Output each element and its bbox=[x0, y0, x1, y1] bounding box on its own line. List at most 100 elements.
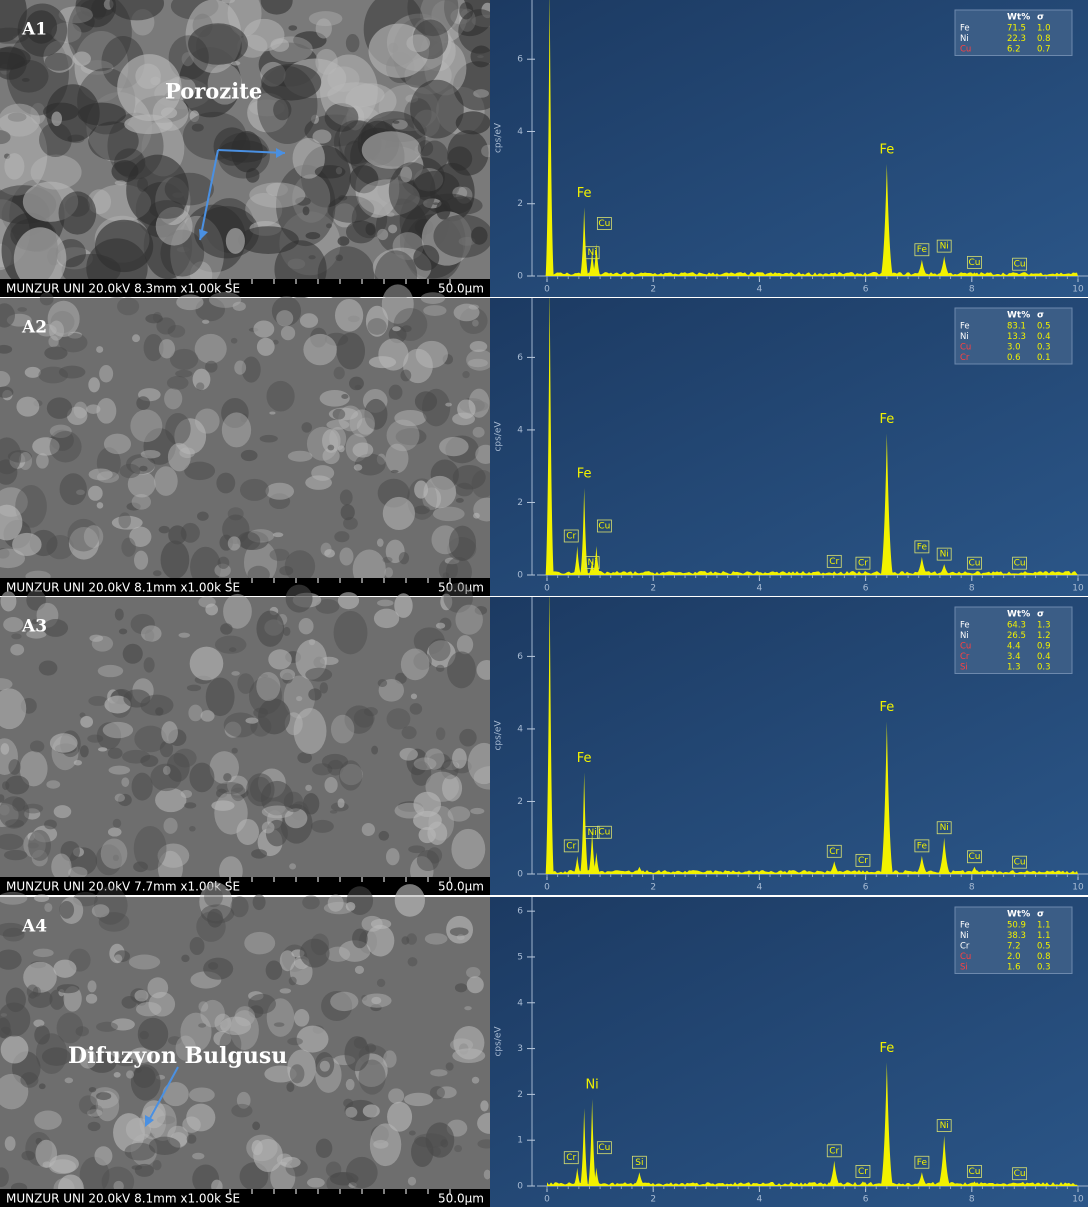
sem-texture bbox=[418, 140, 433, 156]
sem-texture bbox=[176, 294, 203, 310]
sem-texture bbox=[231, 338, 238, 344]
y-axis-label: cps/eV bbox=[494, 720, 504, 751]
sem-texture bbox=[244, 932, 275, 955]
sem-texture bbox=[469, 389, 490, 418]
sem-texture bbox=[89, 1087, 96, 1092]
y-tick-label: 2 bbox=[517, 199, 523, 209]
x-tick-label: 10 bbox=[1072, 1195, 1084, 1205]
sem-texture bbox=[50, 431, 82, 463]
y-axis-label: cps/eV bbox=[494, 1026, 504, 1057]
x-tick-label: 4 bbox=[757, 883, 763, 893]
sem-texture bbox=[393, 121, 400, 124]
peak-label: Cu bbox=[1014, 1169, 1026, 1179]
sem-texture bbox=[341, 394, 348, 399]
sem-texture bbox=[466, 967, 480, 978]
sem-texture bbox=[224, 712, 258, 737]
table-wt: 38.3 bbox=[1007, 931, 1026, 941]
sem-texture bbox=[315, 165, 346, 178]
sem-texture bbox=[280, 988, 292, 993]
sem-texture bbox=[382, 557, 392, 563]
sem-texture bbox=[17, 307, 27, 312]
sem-texture bbox=[10, 644, 24, 656]
sem-texture bbox=[163, 766, 171, 775]
peak-label: Cr bbox=[858, 856, 868, 866]
sem-texture bbox=[399, 552, 409, 564]
y-tick-label: 0 bbox=[517, 272, 523, 282]
sem-texture bbox=[51, 111, 62, 126]
sem-texture bbox=[186, 1104, 215, 1132]
peak-label: Cr bbox=[829, 847, 839, 857]
table-header: Wt% bbox=[1007, 610, 1030, 620]
table-element: Cu bbox=[960, 45, 971, 55]
sem-texture bbox=[469, 304, 479, 309]
table-wt: 2.0 bbox=[1007, 952, 1021, 962]
sem-texture bbox=[287, 1038, 303, 1046]
sem-texture bbox=[336, 254, 343, 261]
sem-texture bbox=[416, 341, 448, 368]
sem-texture bbox=[297, 1026, 329, 1053]
sem-texture bbox=[339, 548, 353, 566]
sem-texture bbox=[123, 644, 143, 664]
sem-texture bbox=[3, 617, 23, 632]
sem-texture bbox=[47, 397, 72, 418]
sem-texture bbox=[231, 1104, 252, 1117]
sem-texture bbox=[74, 402, 88, 419]
sem-texture bbox=[473, 89, 489, 98]
y-axis-label: cps/eV bbox=[494, 421, 504, 452]
sem-texture bbox=[269, 411, 275, 414]
sem-texture bbox=[456, 498, 464, 503]
y-tick-label: 6 bbox=[517, 907, 523, 917]
sem-texture bbox=[289, 863, 296, 869]
sem-texture bbox=[300, 313, 318, 328]
sem-texture bbox=[362, 993, 392, 1007]
table-element: Ni bbox=[960, 631, 969, 641]
panel-id: A3 bbox=[21, 617, 47, 637]
sem-texture bbox=[65, 1078, 73, 1084]
sem-texture bbox=[320, 1061, 330, 1072]
sem-texture bbox=[406, 34, 430, 52]
sem-texture bbox=[136, 396, 150, 410]
sem-texture bbox=[228, 536, 241, 550]
sem-texture bbox=[134, 990, 148, 1002]
sem-texture bbox=[73, 51, 91, 65]
sem-texture bbox=[436, 623, 445, 629]
sem-texture bbox=[178, 633, 190, 638]
sem-texture bbox=[269, 36, 313, 62]
sem-texture bbox=[471, 227, 488, 245]
table-wt: 50.9 bbox=[1007, 921, 1026, 931]
sem-image: MUNZUR UNI 20.0kV 8.1mm x1.00k SE50.0µmA… bbox=[0, 284, 500, 596]
y-tick-label: 6 bbox=[517, 652, 523, 662]
sem-texture bbox=[346, 1157, 378, 1188]
sem-texture bbox=[410, 80, 464, 139]
x-tick-label: 2 bbox=[650, 584, 656, 594]
table-wt: 22.3 bbox=[1007, 34, 1026, 44]
sem-texture bbox=[115, 180, 127, 185]
sem-texture bbox=[436, 727, 446, 740]
table-wt: 1.6 bbox=[1007, 963, 1021, 973]
sem-texture bbox=[1, 591, 17, 611]
sem-texture bbox=[88, 1122, 101, 1131]
sem-texture bbox=[11, 633, 21, 639]
y-tick-label: 1 bbox=[517, 1136, 523, 1146]
sem-texture bbox=[236, 819, 259, 845]
sem-texture bbox=[436, 200, 450, 219]
sem-texture bbox=[338, 445, 345, 452]
peak-label: Cr bbox=[566, 841, 576, 851]
sem-texture bbox=[34, 1111, 62, 1130]
peak-label: Cr bbox=[858, 1167, 868, 1177]
sem-texture bbox=[80, 745, 89, 757]
sem-texture bbox=[140, 755, 158, 767]
x-tick-label: 8 bbox=[969, 584, 975, 594]
sem-texture bbox=[312, 763, 332, 775]
sem-texture bbox=[305, 785, 312, 791]
sem-texture bbox=[425, 933, 448, 944]
peak-label: Ni bbox=[940, 242, 949, 252]
x-tick-label: 10 bbox=[1072, 584, 1084, 594]
peak-label: Cr bbox=[858, 559, 868, 569]
sem-texture bbox=[280, 950, 295, 971]
sem-texture bbox=[53, 960, 76, 978]
peak-label: Cu bbox=[1014, 559, 1026, 569]
sem-texture bbox=[422, 389, 450, 427]
sem-texture bbox=[338, 798, 345, 808]
scale-text: 50.0µm bbox=[438, 1192, 484, 1206]
